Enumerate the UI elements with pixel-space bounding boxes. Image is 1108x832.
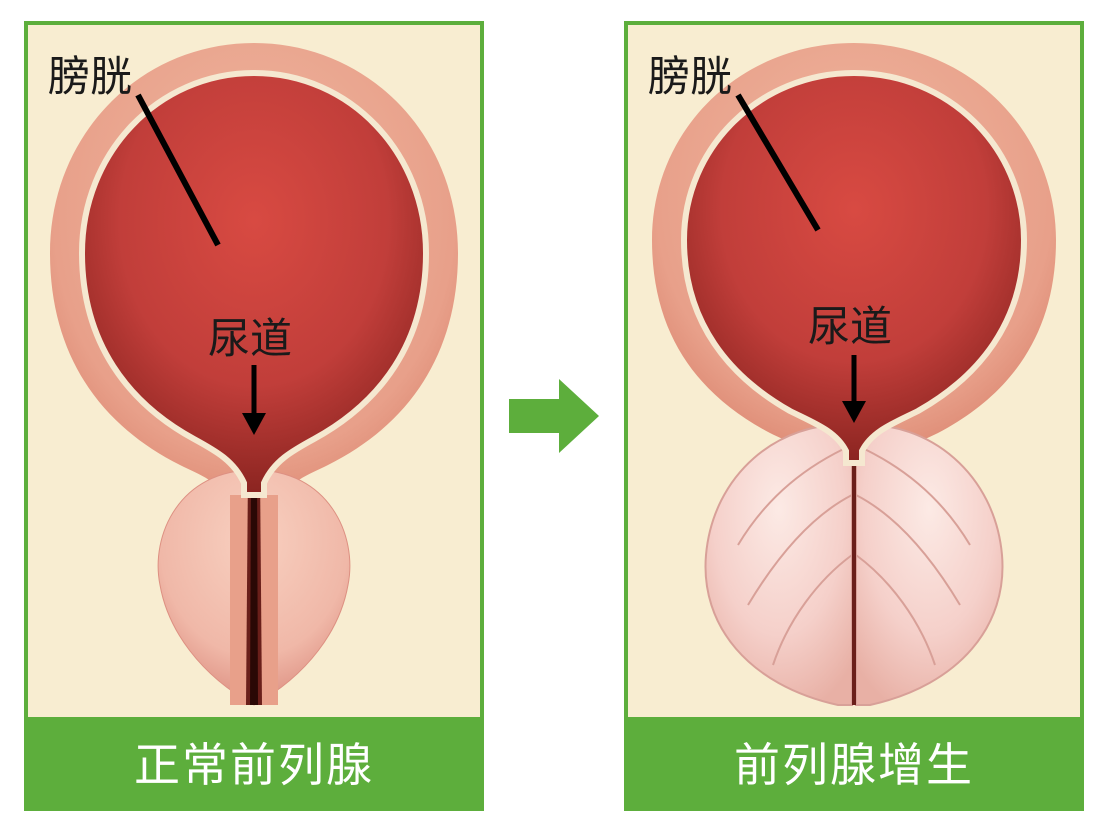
panel-enlarged: 膀胱 尿道 前列腺增生 <box>624 21 1084 811</box>
diagram-normal: 膀胱 尿道 <box>28 25 480 717</box>
transition-arrow <box>504 371 604 461</box>
anatomy-enlarged-svg <box>628 25 1080 717</box>
label-bladder-normal: 膀胱 <box>48 43 132 104</box>
diagram-enlarged: 膀胱 尿道 <box>628 25 1080 717</box>
label-bladder-enlarged: 膀胱 <box>648 43 732 104</box>
arrow-icon <box>504 371 604 461</box>
caption-enlarged: 前列腺增生 <box>628 717 1080 807</box>
panel-normal: 膀胱 尿道 正常前列腺 <box>24 21 484 811</box>
anatomy-normal-svg <box>28 25 480 717</box>
caption-normal: 正常前列腺 <box>28 717 480 807</box>
label-urethra-enlarged: 尿道 <box>808 293 892 354</box>
label-urethra-normal: 尿道 <box>208 305 292 366</box>
